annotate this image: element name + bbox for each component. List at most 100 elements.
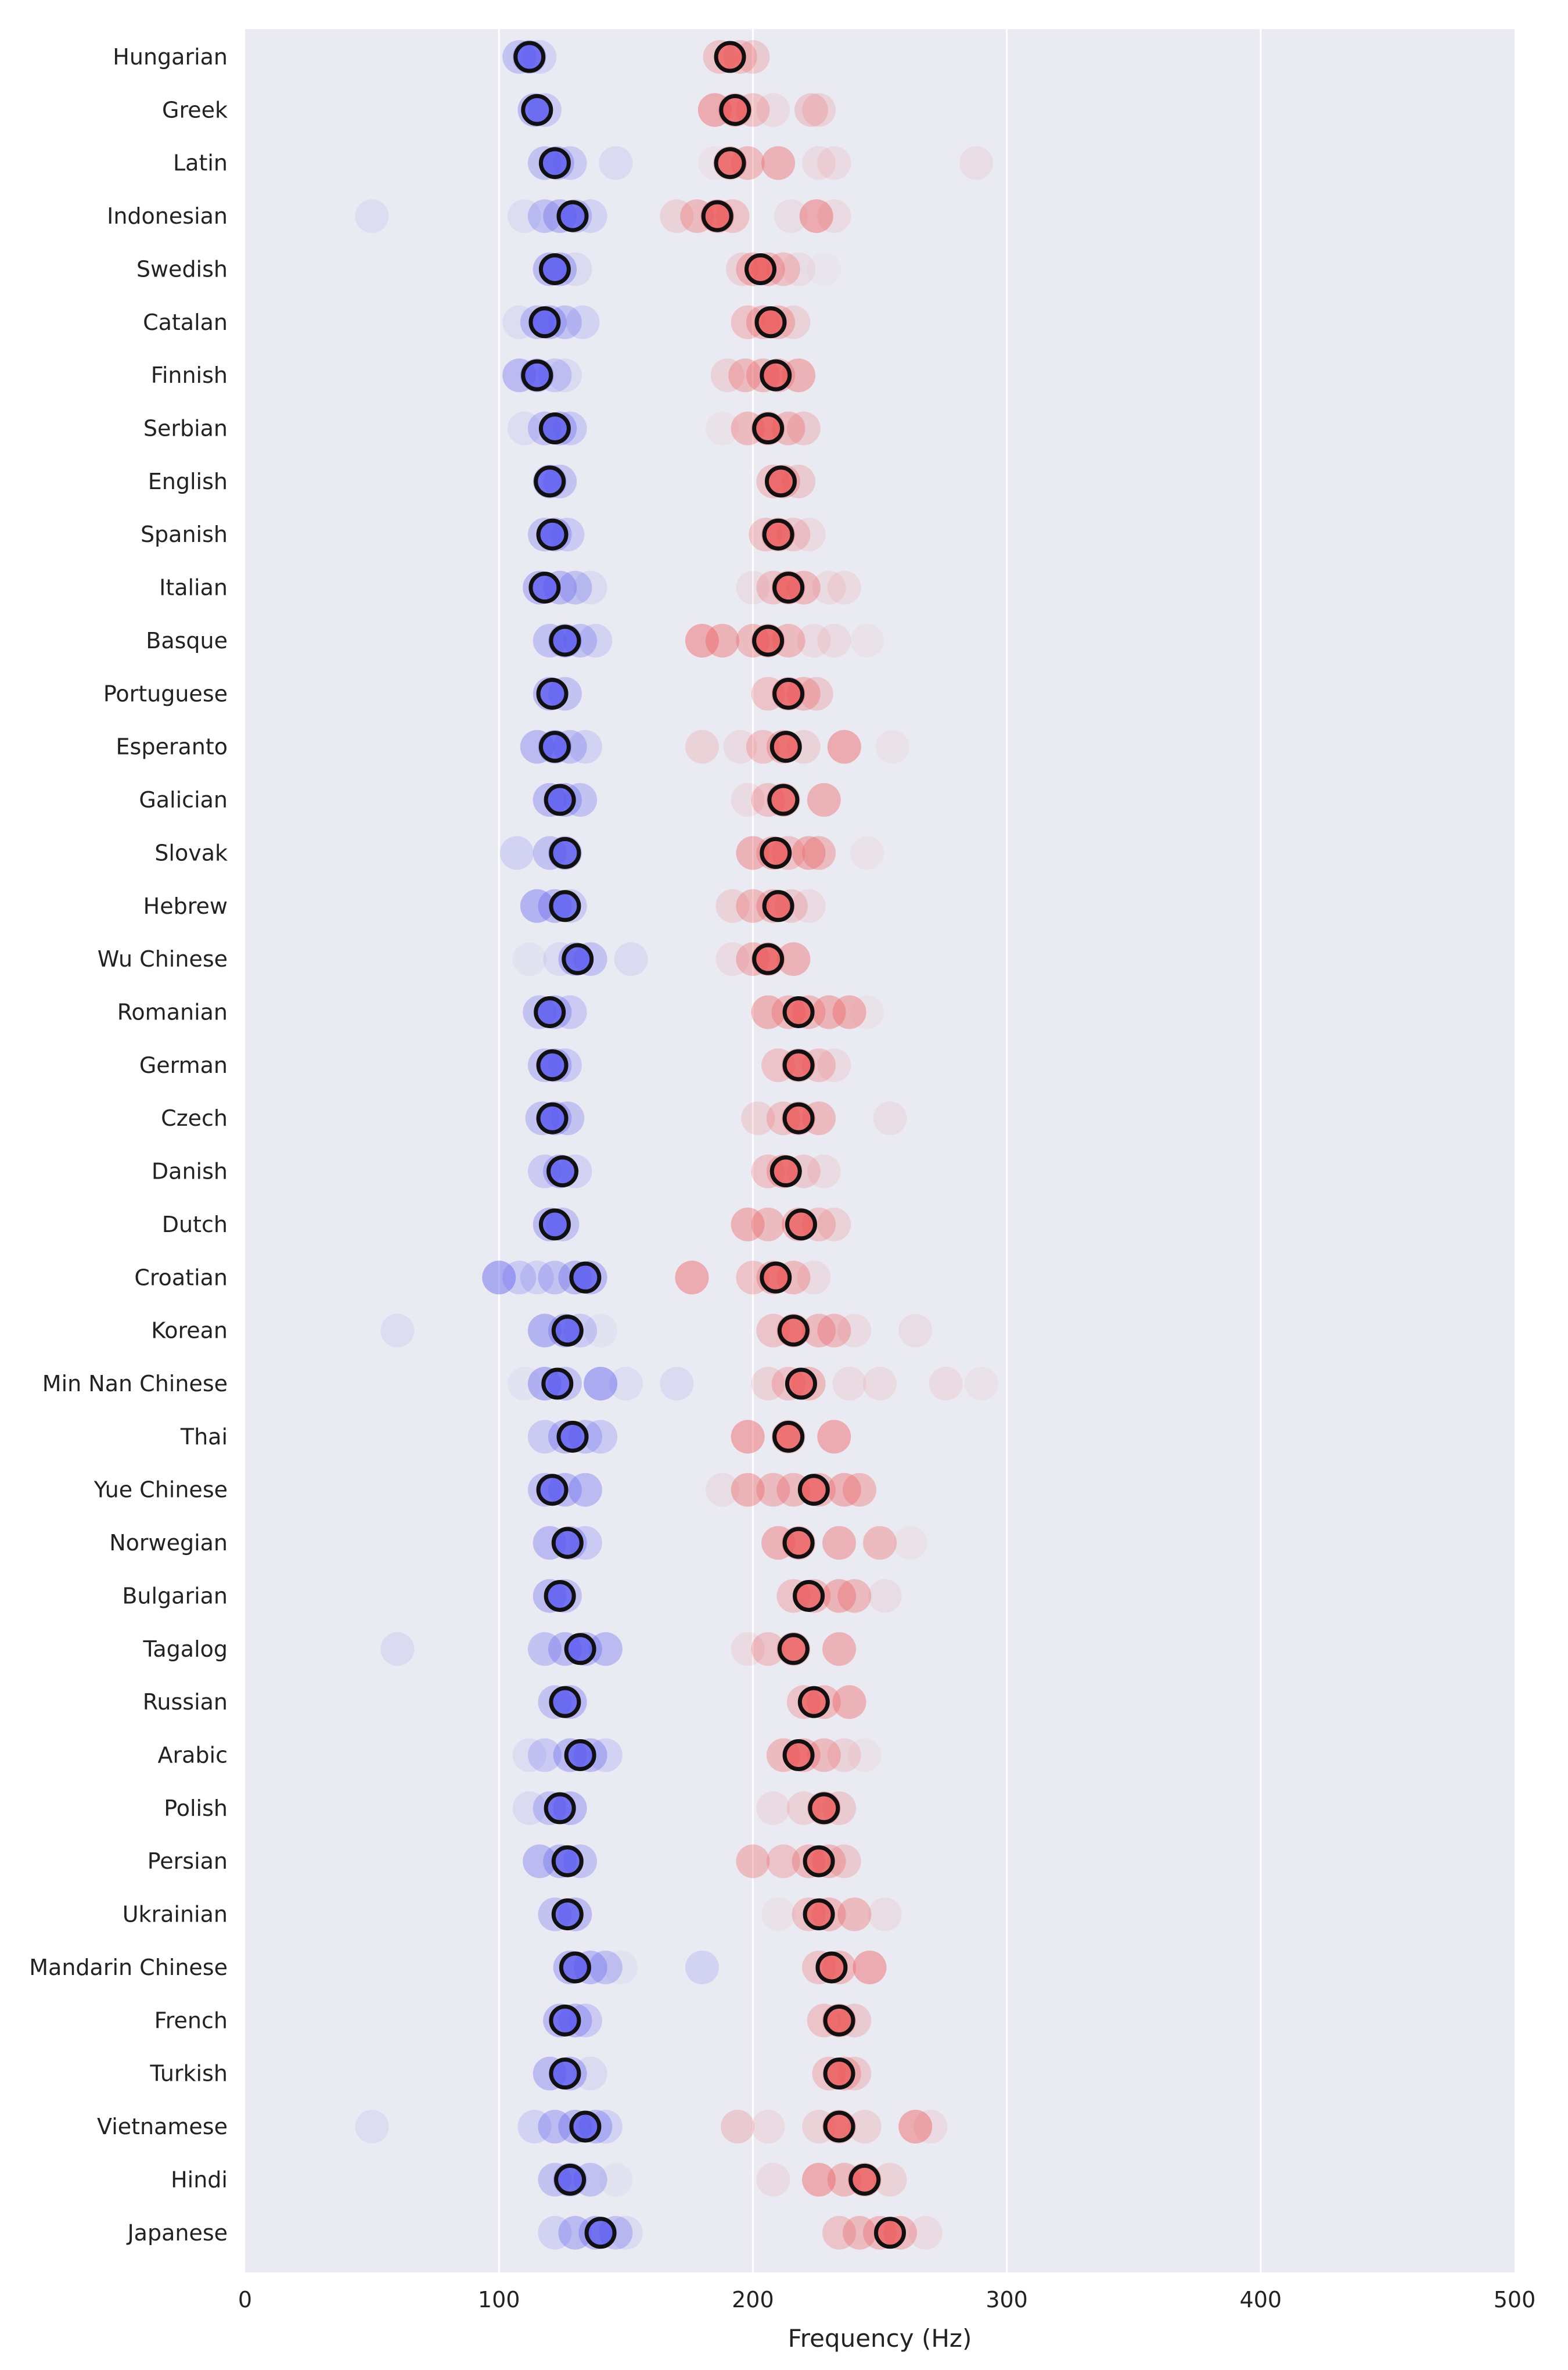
- female-point: [822, 1632, 857, 1666]
- female-point: [761, 146, 796, 180]
- female-point: [817, 146, 851, 180]
- male-mean-marker: [556, 200, 589, 232]
- male-point: [520, 889, 554, 923]
- female-mean-marker: [782, 1739, 815, 1772]
- female-point: [875, 730, 909, 764]
- male-mean-marker: [538, 147, 571, 179]
- male-mean-marker: [551, 1527, 584, 1559]
- female-point: [751, 1632, 785, 1666]
- female-mean-marker: [808, 1792, 840, 1825]
- y-tick-label: Dutch: [162, 1212, 228, 1237]
- y-tick-label: Min Nan Chinese: [42, 1371, 228, 1396]
- male-mean-marker: [528, 306, 561, 339]
- male-point: [507, 199, 541, 234]
- male-point: [538, 2215, 572, 2250]
- female-point: [873, 2163, 907, 2197]
- female-point: [710, 358, 745, 393]
- female-point: [705, 623, 739, 658]
- female-point: [756, 2163, 790, 2197]
- female-point: [898, 2110, 933, 2144]
- female-point: [715, 942, 750, 976]
- female-mean-marker: [760, 359, 792, 392]
- x-axis-title: Frequency (Hz): [788, 2324, 972, 2353]
- female-mean-marker: [815, 1951, 848, 1984]
- female-mean-marker: [785, 1208, 817, 1241]
- female-mean-marker: [769, 731, 802, 763]
- y-tick-label: Italian: [159, 575, 228, 601]
- female-point: [751, 1367, 785, 1401]
- y-tick-label: Danish: [152, 1159, 228, 1184]
- female-point: [731, 1207, 765, 1241]
- y-tick-label: Spanish: [141, 522, 228, 547]
- female-point: [817, 1048, 851, 1082]
- y-tick-label: Hungarian: [113, 44, 228, 70]
- mean-markers-layer: [513, 41, 906, 2249]
- female-point: [736, 836, 770, 870]
- x-tick-label: 300: [986, 2287, 1028, 2312]
- female-point: [873, 1101, 907, 1136]
- female-point: [797, 1261, 831, 1295]
- female-point: [822, 2215, 857, 2250]
- male-mean-marker: [549, 890, 581, 922]
- male-point: [578, 623, 613, 658]
- male-mean-marker: [521, 94, 553, 126]
- female-point: [721, 2110, 755, 2144]
- male-point: [614, 942, 648, 976]
- female-point: [799, 677, 833, 711]
- female-point: [807, 1154, 841, 1188]
- male-mean-marker: [549, 836, 581, 869]
- male-point: [527, 1738, 562, 1772]
- female-point: [807, 1738, 841, 1772]
- female-point: [832, 1367, 866, 1401]
- female-mean-marker: [714, 147, 746, 179]
- female-point: [908, 2215, 943, 2250]
- male-mean-marker: [549, 2004, 581, 2037]
- female-mean-marker: [797, 1474, 830, 1506]
- female-point: [799, 199, 833, 234]
- y-tick-label: Esperanto: [116, 734, 228, 760]
- y-tick-label: French: [154, 2008, 228, 2033]
- male-point: [609, 1367, 643, 1401]
- male-point: [599, 2163, 633, 2197]
- male-mean-marker: [528, 572, 561, 604]
- female-point: [817, 1420, 851, 1454]
- male-mean-marker: [513, 41, 546, 73]
- male-mean-marker: [584, 2217, 617, 2249]
- x-tick-label: 500: [1494, 2287, 1536, 2312]
- male-point: [538, 2110, 572, 2144]
- male-point: [573, 2056, 607, 2091]
- female-point: [741, 1101, 775, 1136]
- female-mean-marker: [782, 996, 815, 1028]
- y-tick-label: Croatian: [134, 1265, 228, 1290]
- female-point: [751, 2110, 785, 2144]
- male-mean-marker: [564, 1739, 596, 1772]
- male-point: [584, 1367, 618, 1401]
- male-point: [502, 1261, 537, 1295]
- female-point: [685, 623, 719, 658]
- y-tick-label: Vietnamese: [97, 2114, 228, 2139]
- male-mean-marker: [546, 1155, 578, 1188]
- female-mean-marker: [785, 1367, 817, 1400]
- female-point: [751, 1207, 785, 1241]
- male-point: [380, 1632, 415, 1666]
- male-point: [527, 1313, 562, 1348]
- male-mean-marker: [549, 2057, 581, 2090]
- male-point: [568, 1473, 602, 1507]
- female-mean-marker: [752, 943, 785, 975]
- y-tick-label: Catalan: [143, 310, 228, 335]
- female-mean-marker: [760, 1261, 792, 1294]
- y-tick-label: Arabic: [158, 1743, 228, 1768]
- female-point: [863, 1367, 897, 1401]
- male-mean-marker: [544, 784, 576, 816]
- y-tick-label: Finnish: [151, 362, 228, 388]
- male-point: [685, 1950, 719, 1984]
- male-mean-marker: [538, 731, 571, 763]
- male-point: [355, 199, 389, 234]
- female-point: [766, 1844, 800, 1879]
- female-point: [746, 730, 780, 764]
- male-point: [588, 1950, 623, 1984]
- y-tick-label: Indonesian: [107, 203, 228, 229]
- female-point: [837, 1897, 872, 1931]
- y-tick-label: Romanian: [117, 999, 228, 1025]
- y-tick-label: Czech: [161, 1105, 228, 1131]
